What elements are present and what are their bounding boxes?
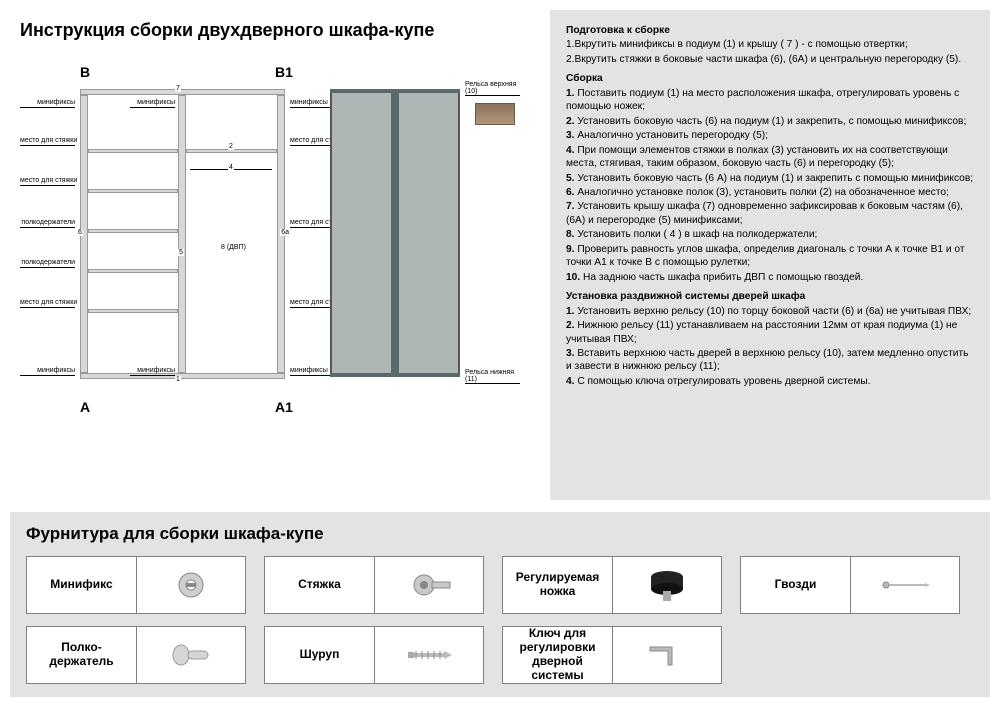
hardware-cell-shelf-pin: Полко-держатель <box>26 626 246 684</box>
asm-steps-3: 3. Аналогично установить перегородку (5)… <box>566 129 974 142</box>
l-left-5: место для стяжки <box>20 299 75 308</box>
hardware-label: Полко-держатель <box>27 627 137 683</box>
prep-title: Подготовка к сборке <box>566 24 974 37</box>
hardware-label: Стяжка <box>265 557 375 613</box>
main-title: Инструкция сборки двухдверного шкафа-куп… <box>20 20 540 41</box>
door-steps-1: 1. Установить верхню рельсу (10) по торц… <box>566 305 974 318</box>
tie-icon <box>375 557 483 613</box>
l-left-3: полкодержатели <box>20 219 75 228</box>
asm-title: Сборка <box>566 72 974 85</box>
l-left-0: минификсы <box>20 99 75 108</box>
rail-swatch <box>475 103 515 125</box>
l-mid-2: минификсы <box>130 367 175 376</box>
door-steps-4: 4. С помощью ключа отрегулировать уровен… <box>566 375 974 388</box>
asm-steps-5: 5. Установить боковую часть (6 А) на под… <box>566 172 974 185</box>
screw-icon <box>375 627 483 683</box>
door-panel <box>330 91 460 375</box>
num-7: 7 <box>175 85 181 92</box>
nail-icon <box>851 557 959 613</box>
l-left-1: место для стяжки <box>20 137 75 146</box>
shelf-pin-icon <box>137 627 245 683</box>
hardware-row-1: Полко-держатель Шуруп Ключ для регулировки… <box>26 626 974 684</box>
hardware-cell-nail: Гвозди <box>740 556 960 614</box>
asm-steps-10: 10. На заднюю часть шкафа прибить ДВП с … <box>566 271 974 284</box>
rail-top-label: Рельса верхняя (10) <box>465 81 520 96</box>
corner-a1: A1 <box>275 399 293 415</box>
num-6a: 6а <box>280 229 290 236</box>
asm-steps-1: 1. Поставить подиум (1) на место располо… <box>566 87 974 114</box>
num-6: 6 <box>77 229 83 236</box>
asm-steps-8: 8. Установить полки ( 4 ) в шкаф на полк… <box>566 228 974 241</box>
hardware-title: Фурнитура для сборки шкафа-купе <box>26 524 974 544</box>
hardware-label: Регулируемая ножка <box>503 557 613 613</box>
asm-steps-2: 2. Установить боковую часть (6) на подиу… <box>566 115 974 128</box>
hardware-cell-hexkey: Ключ для регулировки дверной системы <box>502 626 722 684</box>
l-left-4: полкодержатели <box>20 259 75 268</box>
asm-steps-6: 6. Аналогично установке полок (3), устан… <box>566 186 974 199</box>
door-steps-3: 3. Вставить верхнюю часть дверей в верхн… <box>566 347 974 374</box>
door-steps-2: 2. Нижнюю рельсу (11) устанавливаем на р… <box>566 319 974 346</box>
num-1: 1 <box>175 376 181 383</box>
asm-steps: 1. Поставить подиум (1) на место располо… <box>566 87 974 284</box>
instructions-panel: Подготовка к сборке 1.Вкрутить минификсы… <box>550 10 990 500</box>
asm-steps-7: 7. Установить крышу шкафа (7) одновремен… <box>566 200 974 227</box>
rail-bot-label: Рельса нижняя (11) <box>465 369 520 384</box>
hardware-label: Гвозди <box>741 557 851 613</box>
asm-steps-4: 4. При помощи элементов стяжки в полках … <box>566 144 974 171</box>
corner-a: A <box>80 399 90 415</box>
num-4: 4 <box>228 164 234 171</box>
wardrobe-diagram: B B1 A A1 7 1 <box>20 59 520 459</box>
corner-b1: B1 <box>275 64 293 80</box>
num-2: 2 <box>228 143 234 150</box>
corner-b: B <box>80 64 90 80</box>
page: Инструкция сборки двухдверного шкафа-куп… <box>0 0 1000 707</box>
num-5: 5 <box>178 249 184 256</box>
hexkey-icon <box>613 627 721 683</box>
hardware-cell-screw: Шуруп <box>264 626 484 684</box>
hardware-section: Фурнитура для сборки шкафа-купе Минификс… <box>10 512 990 697</box>
hardware-row-0: Минификс Стяжка Регулируемая ножка Гвозди <box>26 556 974 614</box>
prep-2: 2.Вкрутить стяжки в боковые части шкафа … <box>566 53 974 66</box>
hardware-label: Минификс <box>27 557 137 613</box>
asm-steps-9: 9. Проверить равность углов шкафа, опред… <box>566 243 974 270</box>
l-mid-0: минификсы <box>130 99 175 108</box>
prep-1: 1.Вкрутить минификсы в подиум (1) и крыш… <box>566 38 974 51</box>
door-steps: 1. Установить верхню рельсу (10) по торц… <box>566 305 974 389</box>
diagram-section: Инструкция сборки двухдверного шкафа-куп… <box>20 20 540 495</box>
l-left-6: минификсы <box>20 367 75 376</box>
minifix-icon <box>137 557 245 613</box>
hardware-label: Ключ для регулировки дверной системы <box>503 627 613 683</box>
hardware-cell-foot: Регулируемая ножка <box>502 556 722 614</box>
wardrobe-box: 7 1 4 2 6 6а 5 8 (ДВП) <box>80 89 285 379</box>
foot-icon <box>613 557 721 613</box>
l-left-2: место для стяжки <box>20 177 75 186</box>
hardware-cell-tie: Стяжка <box>264 556 484 614</box>
hardware-rows: Минификс Стяжка Регулируемая ножка Гвозди По… <box>26 556 974 684</box>
door-title: Установка раздвижной системы дверей шкаф… <box>566 290 974 303</box>
hardware-label: Шуруп <box>265 627 375 683</box>
num-8: 8 (ДВП) <box>220 244 247 251</box>
hardware-cell-minifix: Минификс <box>26 556 246 614</box>
